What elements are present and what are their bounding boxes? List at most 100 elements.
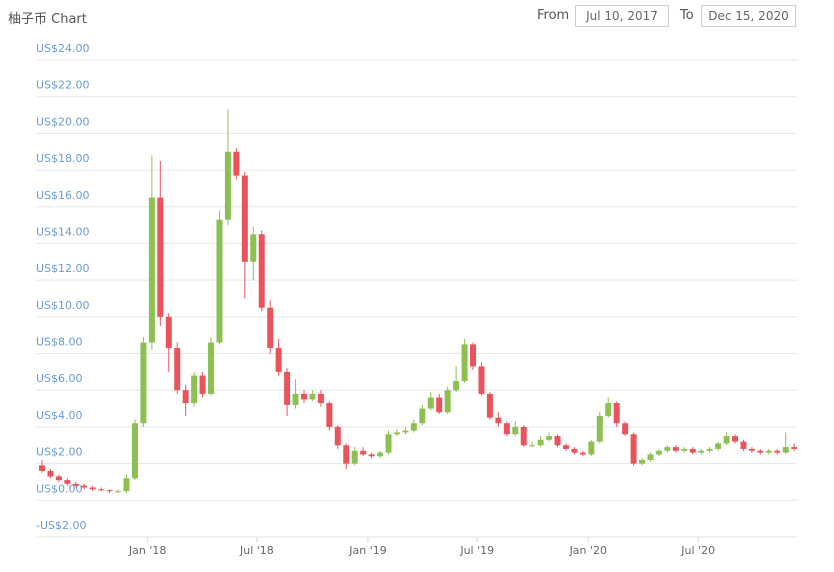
to-label: To [680,8,694,23]
candle-body [275,348,282,372]
candle-body [723,436,730,444]
candle-body [453,381,460,391]
candle-body [681,448,688,451]
candle-body [39,465,45,471]
candle-body [529,445,536,447]
candle-body [182,390,189,404]
candle-body [537,439,544,446]
candle-body [706,448,713,451]
y-tick-label: US$0.00 [36,482,83,495]
candle-body [208,342,215,394]
candle-body [554,436,561,446]
y-tick-label: US$2.00 [36,446,83,459]
candle-body [757,450,764,453]
y-tick-label: US$12.00 [36,262,90,275]
candle-body [351,450,358,464]
x-tick-label: Jul '19 [459,544,494,557]
candle-body [317,393,324,404]
x-tick-label: Jan '19 [348,544,386,557]
x-tick-label: Jan '18 [128,544,166,557]
candle-body [748,448,755,451]
candle-body [55,476,62,481]
candle-body [470,344,477,367]
candle-body [461,344,468,382]
candle-body [309,393,316,400]
candle-body [64,480,71,484]
x-tick-label: Jan '20 [569,544,607,557]
candle-body [639,459,646,464]
y-tick-label: US$14.00 [36,225,90,238]
candle-body [495,417,502,424]
candle-body [613,403,620,424]
candle-body [664,447,671,451]
candle-body [419,408,426,424]
candle-body [131,423,138,479]
candle-body [672,447,679,451]
candle-body [157,197,164,317]
candle-body [360,450,367,455]
candle-body [546,436,553,440]
y-tick-label: US$24.00 [36,42,90,55]
candle-body [732,436,739,442]
candle-body [174,348,181,391]
y-tick-label: US$18.00 [36,152,90,165]
y-tick-label: -US$2.00 [36,519,87,532]
candle-body [647,454,654,460]
candle-body [655,450,662,455]
from-label: From [537,8,570,23]
candle-body [224,151,231,220]
candle-body [486,393,493,418]
y-tick-label: US$20.00 [36,115,90,128]
candle-body [199,375,206,394]
candle-body [393,432,400,435]
y-tick-label: US$4.00 [36,409,83,422]
y-tick-label: US$16.00 [36,189,90,202]
candle-body [258,234,265,308]
candle-body [427,397,434,409]
candle-body [579,452,586,455]
candle-body [115,491,122,493]
candle-body [605,403,612,416]
candle-body [385,434,392,453]
candle-body [478,366,485,394]
x-tick-label: Jul '18 [239,544,274,557]
candle-body [106,490,113,492]
candle-body [512,426,519,435]
candle-body [791,447,798,449]
candle-body [436,397,443,413]
candle-body [402,430,409,433]
from-date-input[interactable]: Jul 10, 2017 [575,5,669,27]
candle-body [368,454,375,457]
x-tick-label: Jul '20 [680,544,715,557]
y-tick-label: US$10.00 [36,299,90,312]
chart-title: 柚子币 Chart [8,12,87,27]
candle-body [503,423,510,435]
candle-body [520,426,527,446]
candle-body [765,450,772,453]
y-tick-label: US$22.00 [36,79,90,92]
candle-body [326,403,333,427]
candle-body [300,393,307,400]
candle-body [596,415,603,442]
candle-body [689,448,696,453]
candle-body [715,443,722,449]
y-tick-label: US$8.00 [36,336,83,349]
candle-body [72,483,79,486]
candle-body [140,342,147,424]
candle-body [89,487,96,490]
candle-body [334,426,341,446]
candle-body [267,307,274,349]
candle-body [81,485,88,488]
candle-body [233,151,240,176]
candle-body [241,175,248,262]
candle-body [444,390,451,413]
to-date-input[interactable]: Dec 15, 2020 [701,5,796,27]
candle-body [343,445,350,464]
candle-body [47,470,54,477]
candle-body [148,197,155,343]
candle-body [292,393,299,405]
candle-body [622,423,629,435]
candle-body [216,219,223,343]
